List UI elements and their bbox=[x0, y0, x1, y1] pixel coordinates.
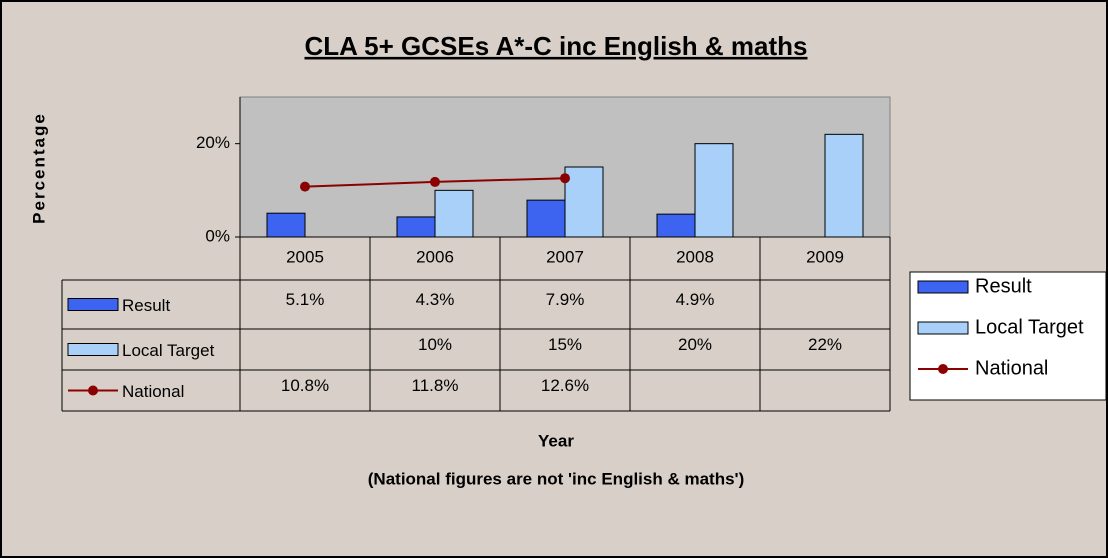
table-row-label: Local Target bbox=[122, 341, 215, 360]
legend-key bbox=[67, 343, 119, 356]
bar bbox=[656, 213, 696, 238]
bar bbox=[694, 143, 734, 238]
legend-key bbox=[938, 364, 948, 374]
y-tick-label: 0% bbox=[205, 226, 230, 245]
table-cell: 4.3% bbox=[416, 290, 455, 309]
table-cell: 15% bbox=[548, 335, 582, 354]
table-cell: 11.8% bbox=[412, 376, 459, 395]
bar bbox=[396, 216, 436, 238]
legend-key bbox=[917, 280, 969, 294]
table-cell: 7.9% bbox=[546, 290, 585, 309]
y-tick-label: 20% bbox=[196, 133, 230, 152]
chart-title: CLA 5+ GCSEs A*-C inc English & maths bbox=[304, 31, 807, 61]
x-tick-label: 2007 bbox=[546, 247, 584, 266]
bar bbox=[266, 212, 306, 238]
table-cell: 10% bbox=[418, 335, 452, 354]
bar bbox=[526, 199, 566, 238]
legend-key bbox=[917, 321, 969, 335]
point bbox=[300, 181, 310, 192]
legend-label: Local Target bbox=[975, 316, 1084, 338]
table-row-label: National bbox=[122, 382, 184, 401]
legend-key bbox=[88, 385, 98, 396]
table-cell: 12.6% bbox=[541, 376, 589, 395]
table-cell: 10.8% bbox=[281, 376, 329, 395]
table-cell: 5.1% bbox=[286, 290, 325, 309]
x-tick-label: 2008 bbox=[676, 247, 714, 266]
table-cell: 4.9% bbox=[676, 290, 715, 309]
point bbox=[560, 173, 570, 184]
legend-label: National bbox=[975, 357, 1048, 379]
x-tick-label: 2005 bbox=[286, 247, 324, 266]
point bbox=[430, 176, 440, 187]
bar bbox=[434, 189, 474, 238]
y-axis-label: Percentage bbox=[29, 112, 48, 224]
table-cell: 22% bbox=[808, 335, 842, 354]
bar bbox=[824, 133, 864, 238]
x-axis-label: Year bbox=[538, 431, 574, 450]
table-cell: 20% bbox=[678, 335, 712, 354]
legend-key bbox=[67, 298, 119, 311]
note: (National figures are not 'inc English &… bbox=[368, 469, 744, 488]
legend-label: Result bbox=[975, 275, 1032, 297]
x-tick-label: 2009 bbox=[806, 247, 844, 266]
x-tick-label: 2006 bbox=[416, 247, 454, 266]
table-row-label: Result bbox=[122, 296, 170, 315]
bar bbox=[564, 166, 604, 238]
